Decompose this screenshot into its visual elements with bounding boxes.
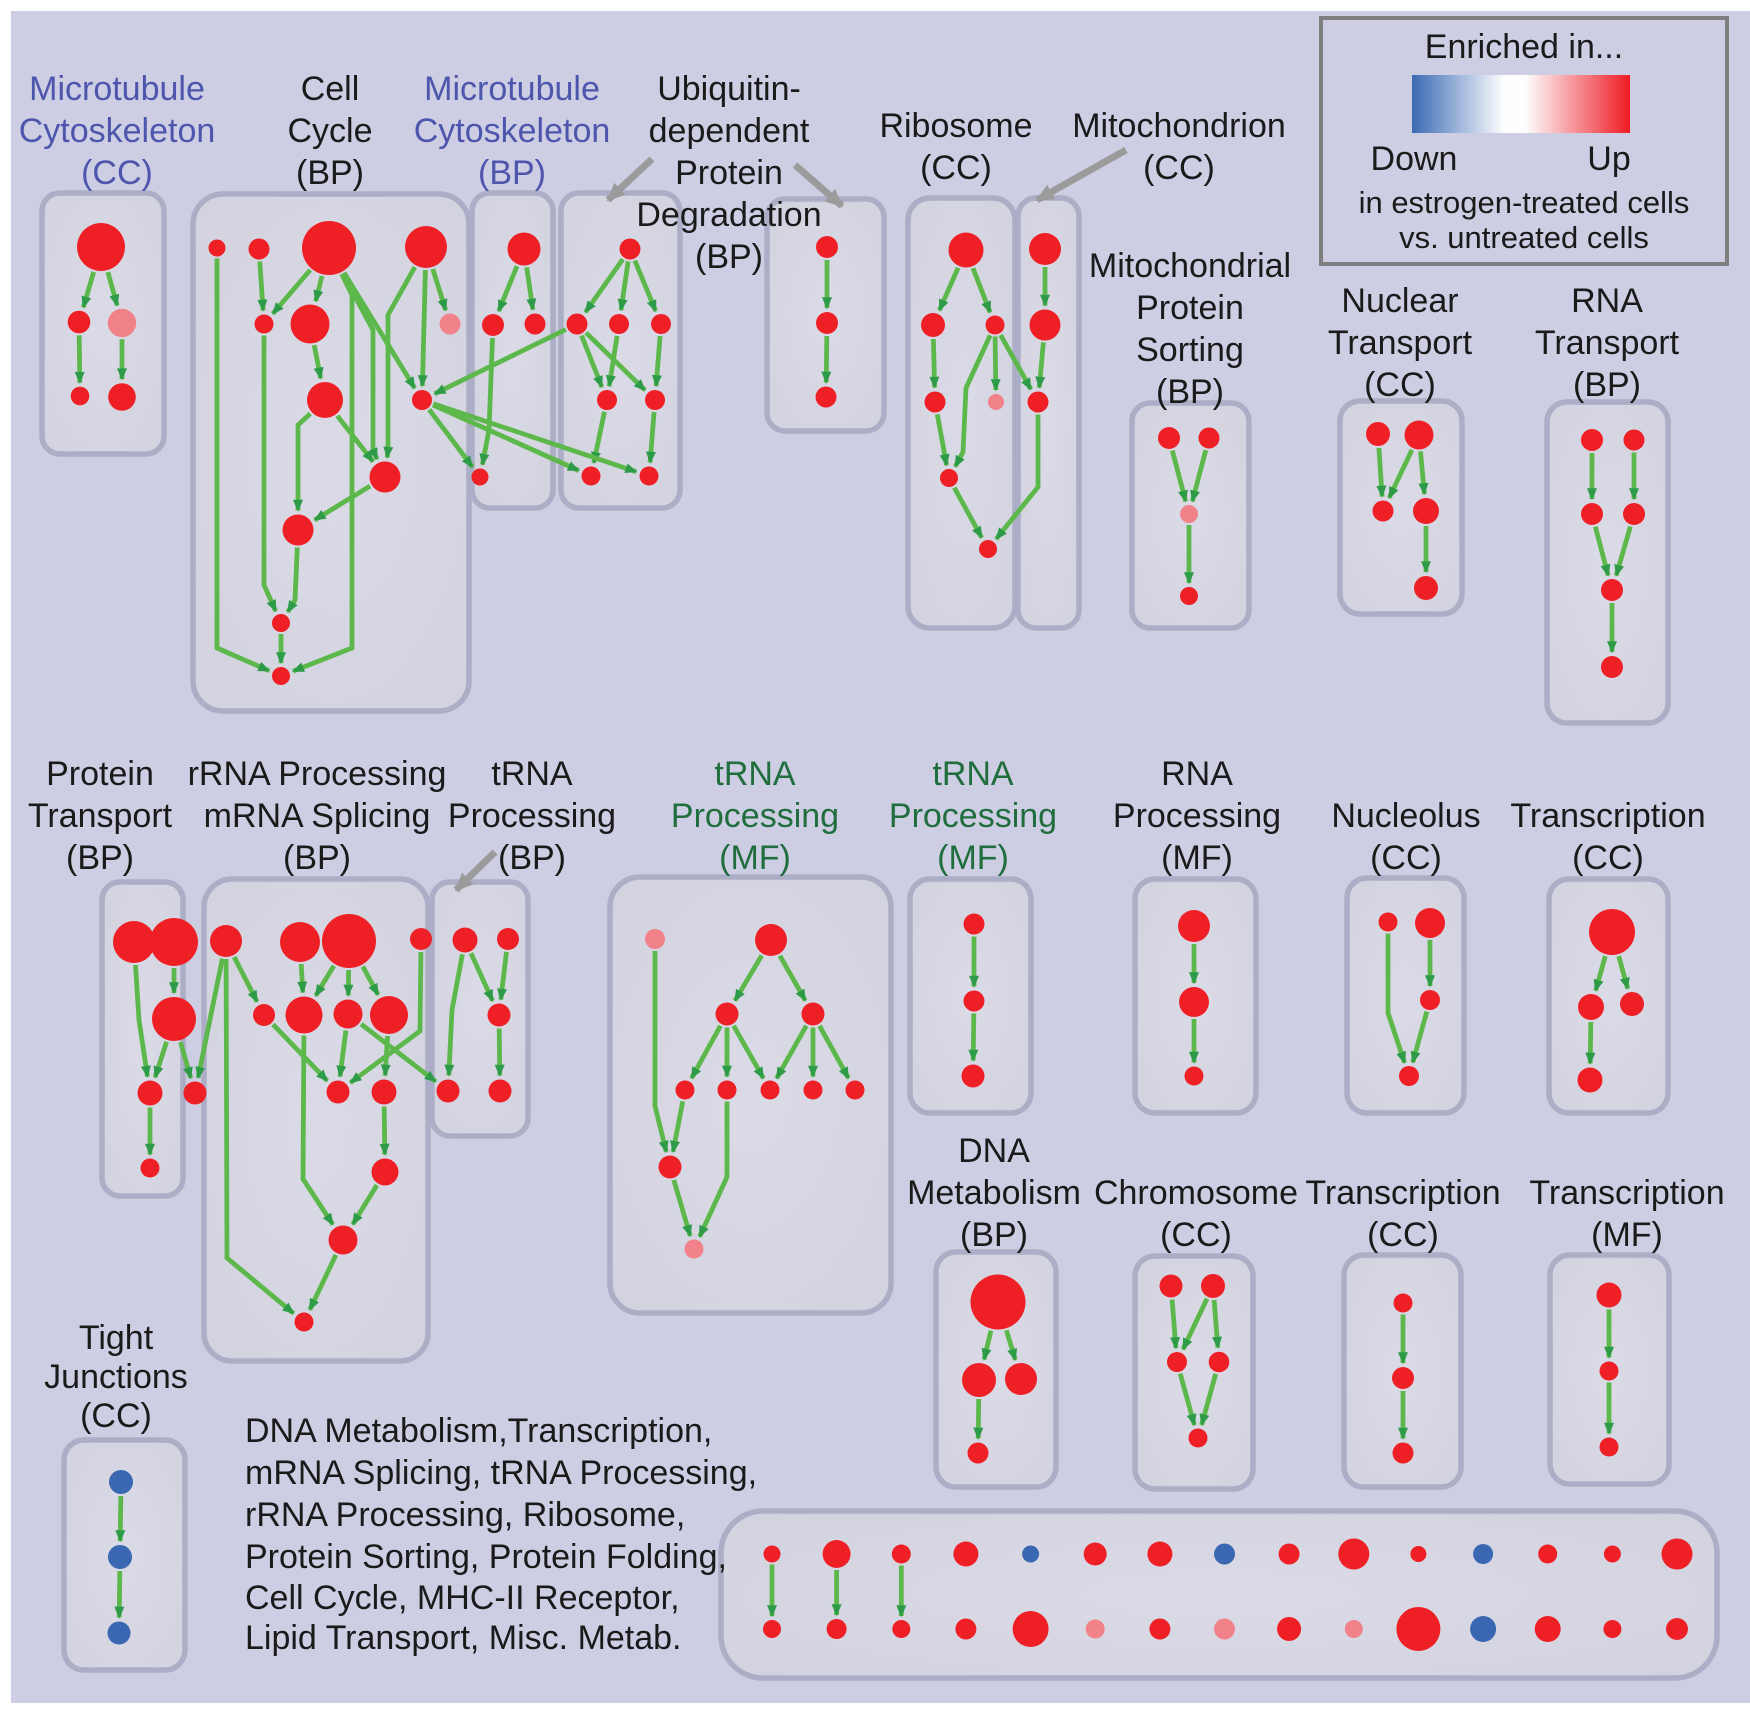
svg-text:Cell: Cell [301,70,360,108]
svg-text:(CC): (CC) [1143,149,1215,187]
svg-text:Transport: Transport [28,797,173,835]
svg-text:rRNA Processing, Ribosome,: rRNA Processing, Ribosome, [245,1496,685,1534]
svg-text:(CC): (CC) [1370,839,1442,877]
svg-text:RNA: RNA [1161,755,1233,793]
svg-text:Transcription: Transcription [1510,797,1705,835]
svg-text:tRNA: tRNA [714,755,796,793]
svg-text:(BP): (BP) [695,238,763,276]
svg-text:Transcription: Transcription [1529,1174,1724,1212]
svg-text:dependent: dependent [649,112,810,150]
svg-text:(CC): (CC) [1160,1216,1232,1254]
svg-text:Microtubule: Microtubule [29,70,205,108]
svg-text:Transport: Transport [1535,324,1680,362]
svg-text:Transcription: Transcription [1305,1174,1500,1212]
svg-text:(CC): (CC) [1572,839,1644,877]
svg-text:Nucleolus: Nucleolus [1331,797,1480,835]
svg-text:Protein Sorting, Protein Foldi: Protein Sorting, Protein Folding, [245,1538,727,1576]
svg-text:RNA: RNA [1571,282,1643,320]
svg-text:tRNA: tRNA [491,755,573,793]
svg-text:(MF): (MF) [1161,839,1233,877]
svg-text:Degradation: Degradation [636,196,821,234]
svg-text:Mitochondrial: Mitochondrial [1089,247,1291,285]
svg-text:Processing: Processing [889,797,1057,835]
svg-text:Mitochondrion: Mitochondrion [1072,107,1286,145]
svg-text:Cycle: Cycle [287,112,372,150]
svg-text:Processing: Processing [671,797,839,835]
svg-text:Cell Cycle, MHC-II Receptor,: Cell Cycle, MHC-II Receptor, [245,1579,680,1617]
svg-text:Enriched in...: Enriched in... [1425,28,1623,66]
svg-text:(BP): (BP) [498,839,566,877]
svg-text:Lipid Transport, Misc. Metab.: Lipid Transport, Misc. Metab. [245,1619,682,1657]
svg-text:Up: Up [1587,140,1630,178]
svg-text:Ubiquitin-: Ubiquitin- [657,70,801,108]
svg-text:Microtubule: Microtubule [424,70,600,108]
svg-text:(BP): (BP) [478,154,546,192]
svg-text:Transport: Transport [1328,324,1473,362]
svg-text:Ribosome: Ribosome [879,107,1032,145]
svg-text:Chromosome: Chromosome [1094,1174,1298,1212]
svg-text:Processing: Processing [1113,797,1281,835]
svg-text:(BP): (BP) [66,839,134,877]
svg-text:mRNA Splicing: mRNA Splicing [204,797,431,835]
svg-text:(MF): (MF) [937,839,1009,877]
svg-text:Cytoskeleton: Cytoskeleton [414,112,611,150]
svg-text:(CC): (CC) [80,1397,152,1435]
svg-text:DNA: DNA [958,1132,1030,1170]
svg-text:(MF): (MF) [719,839,791,877]
svg-text:mRNA Splicing, tRNA Processing: mRNA Splicing, tRNA Processing, [245,1454,757,1492]
svg-text:(BP): (BP) [1156,373,1224,411]
svg-text:Nuclear: Nuclear [1341,282,1458,320]
svg-text:Protein: Protein [1136,289,1244,327]
svg-text:Sorting: Sorting [1136,331,1244,369]
svg-text:Protein: Protein [46,755,154,793]
svg-text:rRNA Processing: rRNA Processing [188,755,447,793]
svg-text:(CC): (CC) [920,149,992,187]
svg-text:in estrogen-treated cells: in estrogen-treated cells [1359,185,1690,220]
svg-text:(MF): (MF) [1591,1216,1663,1254]
svg-text:Protein: Protein [675,154,783,192]
svg-text:(CC): (CC) [1367,1216,1439,1254]
svg-text:(CC): (CC) [81,154,153,192]
svg-text:Metabolism: Metabolism [907,1174,1081,1212]
svg-text:(BP): (BP) [283,839,351,877]
svg-text:(BP): (BP) [296,154,364,192]
svg-text:(BP): (BP) [960,1216,1028,1254]
svg-text:Processing: Processing [448,797,616,835]
svg-text:tRNA: tRNA [932,755,1014,793]
svg-text:Down: Down [1371,140,1458,178]
svg-text:(BP): (BP) [1573,366,1641,404]
svg-text:Tight: Tight [79,1319,154,1357]
svg-text:DNA Metabolism,Transcription,: DNA Metabolism,Transcription, [245,1412,712,1450]
svg-text:vs. untreated cells: vs. untreated cells [1399,220,1649,255]
svg-text:(CC): (CC) [1364,366,1436,404]
svg-text:Junctions: Junctions [44,1358,188,1396]
svg-text:Cytoskeleton: Cytoskeleton [19,112,216,150]
